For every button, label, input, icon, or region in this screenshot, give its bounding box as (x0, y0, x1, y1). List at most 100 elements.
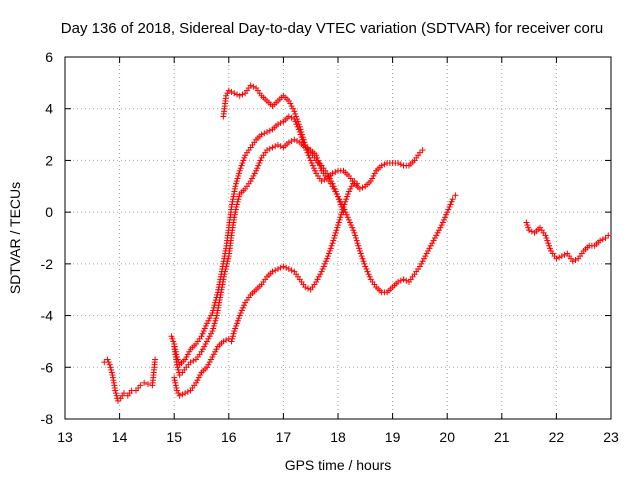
data-point-track-c (328, 242, 335, 249)
data-point-track-d (228, 88, 235, 95)
data-point-track-b (205, 317, 212, 324)
data-point-track-d (340, 209, 347, 216)
data-point-track-a (420, 255, 427, 262)
data-point-track-b (212, 297, 219, 304)
data-point-track-a (352, 235, 359, 241)
data-point-track-c (333, 227, 340, 234)
data-point-track-d (332, 188, 339, 195)
data-point-track-a (249, 175, 256, 182)
data-point-track-d (233, 91, 240, 98)
data-point-track-a (213, 315, 220, 322)
data-point-late-segment (526, 227, 533, 234)
data-point-track-d (294, 118, 301, 125)
data-point-track-b (233, 178, 240, 185)
data-point-late-segment (546, 242, 553, 249)
data-point-track-c (194, 377, 201, 384)
y-tick-label: 2 (45, 152, 53, 168)
data-point-track-c (172, 379, 179, 386)
data-point-track-c (195, 374, 202, 381)
data-point-track-c (313, 278, 320, 285)
data-point-early-segment (104, 356, 111, 363)
data-point-track-a (445, 206, 452, 213)
data-point-track-d (299, 134, 306, 141)
chart-title: Day 136 of 2018, Sidereal Day-to-day VTE… (61, 20, 603, 37)
data-point-track-a (209, 328, 216, 335)
data-point-track-b (378, 162, 385, 169)
data-point-track-b (235, 172, 242, 179)
data-point-track-c (210, 351, 217, 358)
data-point-track-a (344, 214, 351, 221)
data-point-track-a (347, 219, 354, 226)
data-point-track-c (334, 224, 341, 231)
data-point-early-segment (113, 392, 120, 399)
data-point-track-a (355, 242, 362, 249)
data-point-track-c (197, 372, 204, 379)
data-point-track-b (209, 309, 216, 316)
data-point-track-c (171, 374, 178, 381)
data-point-track-b (258, 131, 265, 138)
data-point-track-a (235, 196, 242, 203)
y-tick-label: 0 (45, 204, 53, 220)
data-point-late-segment (602, 235, 609, 241)
data-point-track-a (443, 211, 450, 218)
data-point-track-c (322, 258, 329, 265)
data-point-track-c (337, 214, 344, 221)
data-point-track-a (356, 245, 363, 252)
data-point-track-d (330, 183, 337, 190)
data-point-track-c (335, 219, 342, 226)
data-point-track-a (257, 157, 264, 164)
data-point-track-d (337, 201, 344, 208)
data-point-track-b (182, 356, 189, 363)
data-point-track-d (291, 108, 298, 115)
data-point-track-a (212, 317, 219, 324)
x-axis-label: GPS time / hours (285, 457, 392, 473)
data-point-track-a (343, 211, 350, 218)
data-point-track-a (187, 359, 194, 366)
data-point-track-a (199, 346, 206, 353)
ticks-layer: 13 14 15 16 17 18 19 20 21 22 23 -8 -6 -4 -2 0 2 4 6 (41, 49, 619, 445)
data-point-track-c (171, 377, 178, 384)
data-point-track-b (416, 149, 423, 156)
data-point-track-b (277, 119, 284, 126)
data-point-track-a (395, 278, 402, 285)
data-point-track-d (297, 126, 304, 133)
data-point-track-c (184, 388, 191, 395)
data-point-track-c (330, 237, 337, 244)
data-point-track-c (179, 391, 186, 398)
data-point-track-c (212, 348, 219, 355)
data-point-track-a (416, 263, 423, 270)
data-point-track-c (232, 325, 239, 332)
data-point-track-a (400, 276, 407, 283)
data-point-track-a (360, 258, 367, 265)
data-point-track-d (293, 113, 300, 120)
data-point-late-segment (605, 232, 612, 239)
data-point-track-b (172, 346, 179, 353)
data-point-track-c (343, 196, 350, 203)
data-point-track-a (255, 162, 262, 169)
data-point-track-c (274, 266, 281, 273)
data-point-track-a (361, 260, 368, 267)
y-tick-label: 4 (45, 101, 53, 117)
data-point-track-c (302, 284, 309, 291)
data-point-track-b (309, 162, 316, 169)
data-point-track-c (336, 216, 343, 223)
data-point-track-a (201, 343, 208, 350)
data-point-track-c (220, 338, 227, 345)
data-point-track-b (173, 351, 180, 358)
data-point-track-a (266, 145, 273, 152)
data-point-track-a (206, 333, 213, 340)
data-point-track-c (237, 309, 244, 316)
data-point-track-c (324, 253, 331, 260)
data-point-track-b (370, 172, 377, 179)
y-tick-label: -8 (41, 411, 54, 427)
data-point-track-b (367, 178, 374, 185)
data-point-track-b (206, 315, 213, 322)
data-point-track-d (236, 92, 243, 99)
data-point-track-a (175, 366, 182, 373)
data-point-track-a (437, 224, 444, 231)
data-point-track-d (225, 87, 232, 94)
data-point-track-b (210, 304, 217, 311)
data-point-track-c (277, 264, 284, 271)
data-point-track-b (308, 160, 315, 167)
data-point-track-a (294, 138, 301, 145)
